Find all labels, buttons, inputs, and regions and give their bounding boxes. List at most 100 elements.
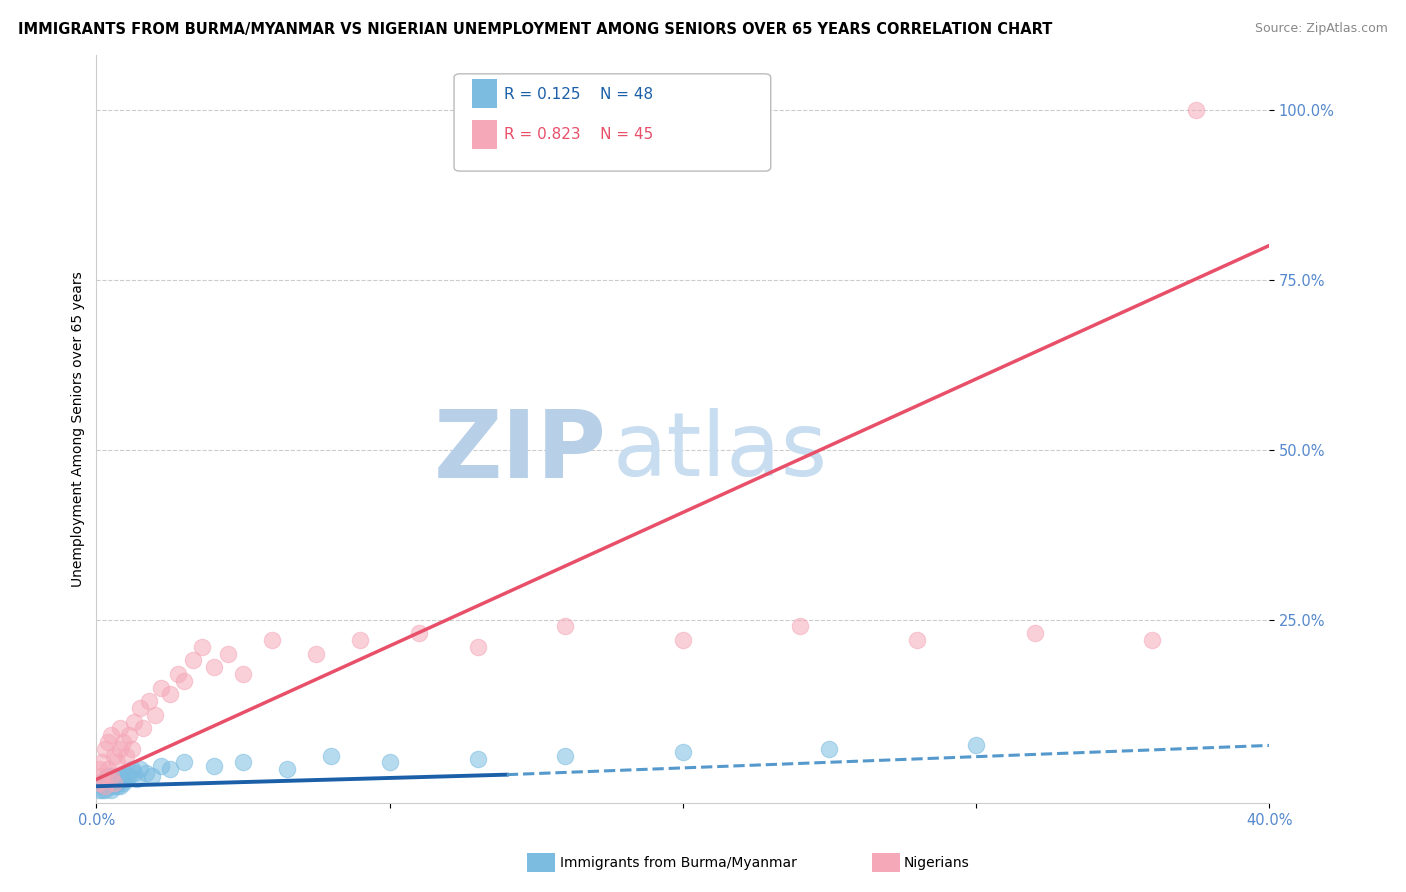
Point (100, 782, 122, 797)
Point (91, 782, 114, 797)
FancyBboxPatch shape (454, 74, 770, 171)
Point (114, 765, 136, 780)
Point (91, 776, 114, 790)
Point (94, 779, 117, 793)
Point (114, 772, 136, 787)
Point (94, 772, 117, 787)
Point (100, 776, 122, 790)
Text: R = 0.125    N = 48: R = 0.125 N = 48 (505, 87, 654, 102)
Point (94, 741, 117, 756)
Point (554, 619, 576, 633)
Point (408, 626, 430, 640)
Text: Source: ZipAtlas.com: Source: ZipAtlas.com (1254, 22, 1388, 36)
Point (105, 769, 128, 783)
Point (129, 762, 152, 776)
Point (121, 762, 143, 776)
Point (117, 728, 139, 742)
Point (965, 739, 987, 753)
Point (114, 748, 136, 763)
Point (159, 687, 181, 701)
Point (121, 741, 143, 756)
Point (202, 660, 225, 674)
Point (89, 762, 111, 776)
Point (117, 769, 139, 783)
Point (818, 741, 841, 756)
Point (232, 756, 254, 770)
Point (94, 779, 117, 793)
Point (105, 756, 128, 770)
Point (91, 756, 114, 770)
Point (103, 779, 125, 793)
Point (103, 748, 125, 763)
Point (319, 748, 342, 763)
Point (1024, 626, 1046, 640)
Point (141, 769, 163, 783)
Point (100, 769, 122, 783)
Point (97, 779, 120, 793)
Point (191, 640, 214, 654)
Point (124, 765, 146, 780)
Bar (471, 120, 498, 149)
Point (89, 776, 111, 790)
Point (467, 752, 489, 766)
Point (105, 776, 128, 790)
Text: Immigrants from Burma/Myanmar: Immigrants from Burma/Myanmar (560, 855, 796, 870)
Point (100, 769, 122, 783)
Point (94, 782, 117, 797)
Point (1140, 632, 1163, 647)
Point (91, 769, 114, 783)
Point (97, 769, 120, 783)
Point (167, 667, 190, 681)
Point (349, 632, 371, 647)
Point (111, 735, 134, 749)
Point (108, 741, 131, 756)
Point (217, 647, 239, 661)
Bar (471, 79, 498, 108)
Text: atlas: atlas (613, 409, 828, 495)
Point (262, 632, 284, 647)
Text: Nigerians: Nigerians (904, 855, 970, 870)
Point (103, 772, 125, 787)
Point (111, 776, 134, 790)
Point (276, 762, 298, 776)
Text: ZIP: ZIP (433, 406, 606, 498)
Point (108, 769, 131, 783)
Point (129, 701, 152, 715)
Point (672, 745, 695, 759)
Point (305, 647, 328, 661)
Point (127, 772, 149, 787)
Point (232, 667, 254, 681)
Point (103, 776, 125, 790)
Point (97, 776, 120, 790)
Text: IMMIGRANTS FROM BURMA/MYANMAR VS NIGERIAN UNEMPLOYMENT AMONG SENIORS OVER 65 YEA: IMMIGRANTS FROM BURMA/MYANMAR VS NIGERIA… (18, 22, 1053, 37)
Point (135, 765, 157, 780)
Point (132, 722, 155, 736)
Point (89, 782, 111, 797)
Point (173, 673, 195, 688)
Point (111, 769, 134, 783)
Point (91, 779, 114, 793)
Point (108, 772, 131, 787)
Point (181, 653, 204, 667)
Point (108, 779, 131, 793)
Point (554, 748, 576, 763)
Point (138, 694, 160, 708)
Point (97, 735, 120, 749)
Point (1185, 103, 1208, 117)
Point (124, 714, 146, 729)
Y-axis label: Unemployment Among Seniors over 65 years: Unemployment Among Seniors over 65 years (72, 271, 86, 587)
Point (108, 722, 131, 736)
Point (905, 632, 928, 647)
Point (159, 762, 181, 776)
Point (100, 728, 122, 742)
Point (173, 756, 195, 770)
Point (89, 776, 111, 790)
Point (143, 707, 166, 722)
Text: R = 0.823    N = 45: R = 0.823 N = 45 (505, 127, 654, 142)
Point (97, 762, 120, 776)
Point (149, 759, 172, 773)
Point (100, 779, 122, 793)
Point (789, 619, 811, 633)
Point (149, 681, 172, 695)
Point (94, 776, 117, 790)
